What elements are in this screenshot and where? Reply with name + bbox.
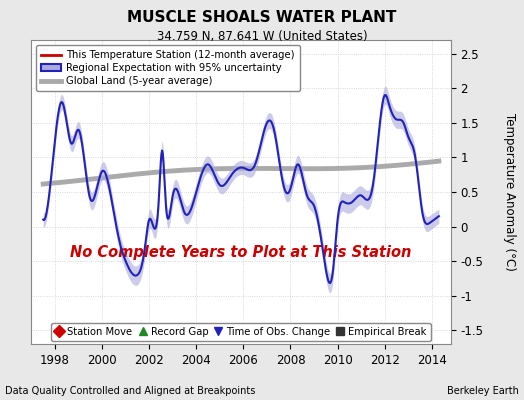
Text: No Complete Years to Plot at This Station: No Complete Years to Plot at This Statio…: [70, 245, 412, 260]
Y-axis label: Temperature Anomaly (°C): Temperature Anomaly (°C): [503, 113, 516, 271]
Text: Data Quality Controlled and Aligned at Breakpoints: Data Quality Controlled and Aligned at B…: [5, 386, 256, 396]
Text: 34.759 N, 87.641 W (United States): 34.759 N, 87.641 W (United States): [157, 30, 367, 43]
Text: Berkeley Earth: Berkeley Earth: [447, 386, 519, 396]
Legend: Station Move, Record Gap, Time of Obs. Change, Empirical Break: Station Move, Record Gap, Time of Obs. C…: [51, 322, 431, 340]
Text: MUSCLE SHOALS WATER PLANT: MUSCLE SHOALS WATER PLANT: [127, 10, 397, 25]
